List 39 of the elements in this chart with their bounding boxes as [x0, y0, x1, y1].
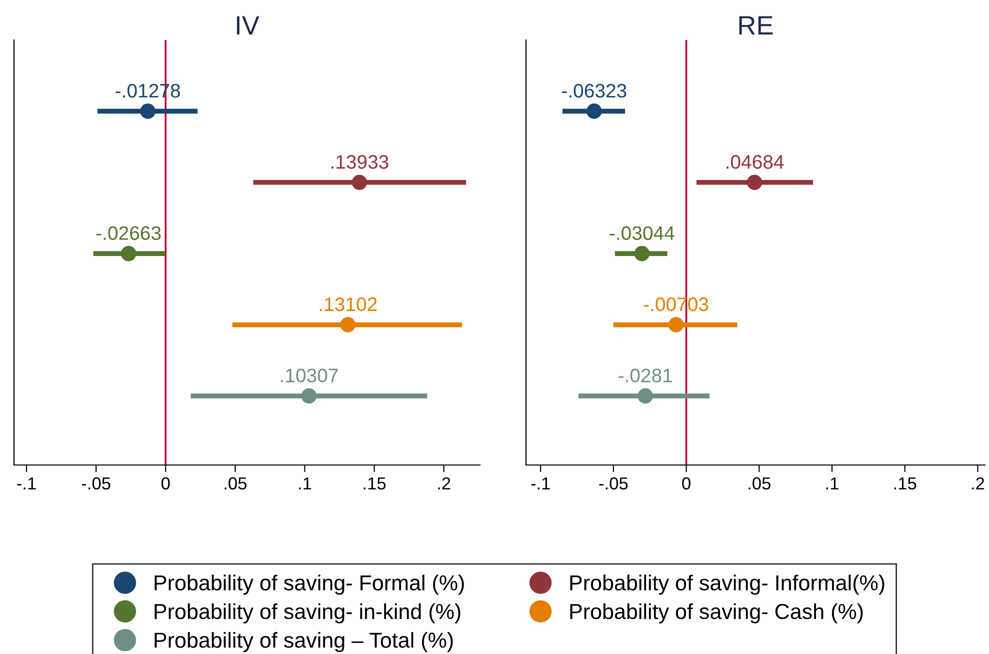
legend-label: Probability of saving- Informal(%) — [570, 574, 884, 595]
point — [638, 388, 653, 404]
data-label: -.03044 — [610, 226, 674, 240]
chart-title: RE — [739, 16, 773, 34]
point — [634, 246, 650, 262]
x-tick-label: -.05 — [599, 477, 628, 490]
point — [340, 317, 356, 332]
x-tick-label: -.1 — [531, 477, 550, 490]
x-tick-label: 0 — [682, 477, 690, 490]
data-label: .10307 — [281, 368, 338, 382]
x-tick-label: .1 — [299, 477, 312, 490]
x-tick-label: -.05 — [82, 477, 110, 490]
data-label: -.0281 — [618, 368, 672, 382]
point — [301, 388, 317, 404]
data-label: -.02663 — [96, 226, 161, 240]
chart-title: IV — [236, 16, 260, 34]
data-label: .13102 — [320, 297, 377, 312]
x-tick-label: .15 — [364, 477, 386, 490]
x-tick-label: -.1 — [17, 477, 36, 490]
x-tick-label: .05 — [224, 477, 247, 490]
x-tick-label: .2 — [438, 477, 450, 490]
x-tick-label: 0 — [161, 477, 170, 490]
x-tick-label: .1 — [826, 477, 838, 490]
x-tick-label: .05 — [748, 477, 770, 490]
point — [668, 317, 684, 332]
legend-label: Probability of saving- in-kind (%) — [154, 603, 460, 624]
legend-label: Probability of saving- Cash (%) — [570, 603, 863, 624]
data-label: -.06323 — [562, 84, 626, 98]
legend-label: Probability of saving- Formal (%) — [154, 574, 464, 595]
data-label: .13933 — [331, 155, 388, 169]
point — [140, 104, 156, 119]
point — [746, 174, 762, 190]
legend-label: Probability of saving – Total (%) — [154, 632, 453, 652]
point — [352, 174, 368, 190]
data-label: .04684 — [726, 155, 784, 169]
point — [586, 104, 602, 119]
x-tick-label: .2 — [972, 477, 984, 490]
point — [120, 246, 136, 262]
x-tick-label: .15 — [894, 477, 916, 490]
